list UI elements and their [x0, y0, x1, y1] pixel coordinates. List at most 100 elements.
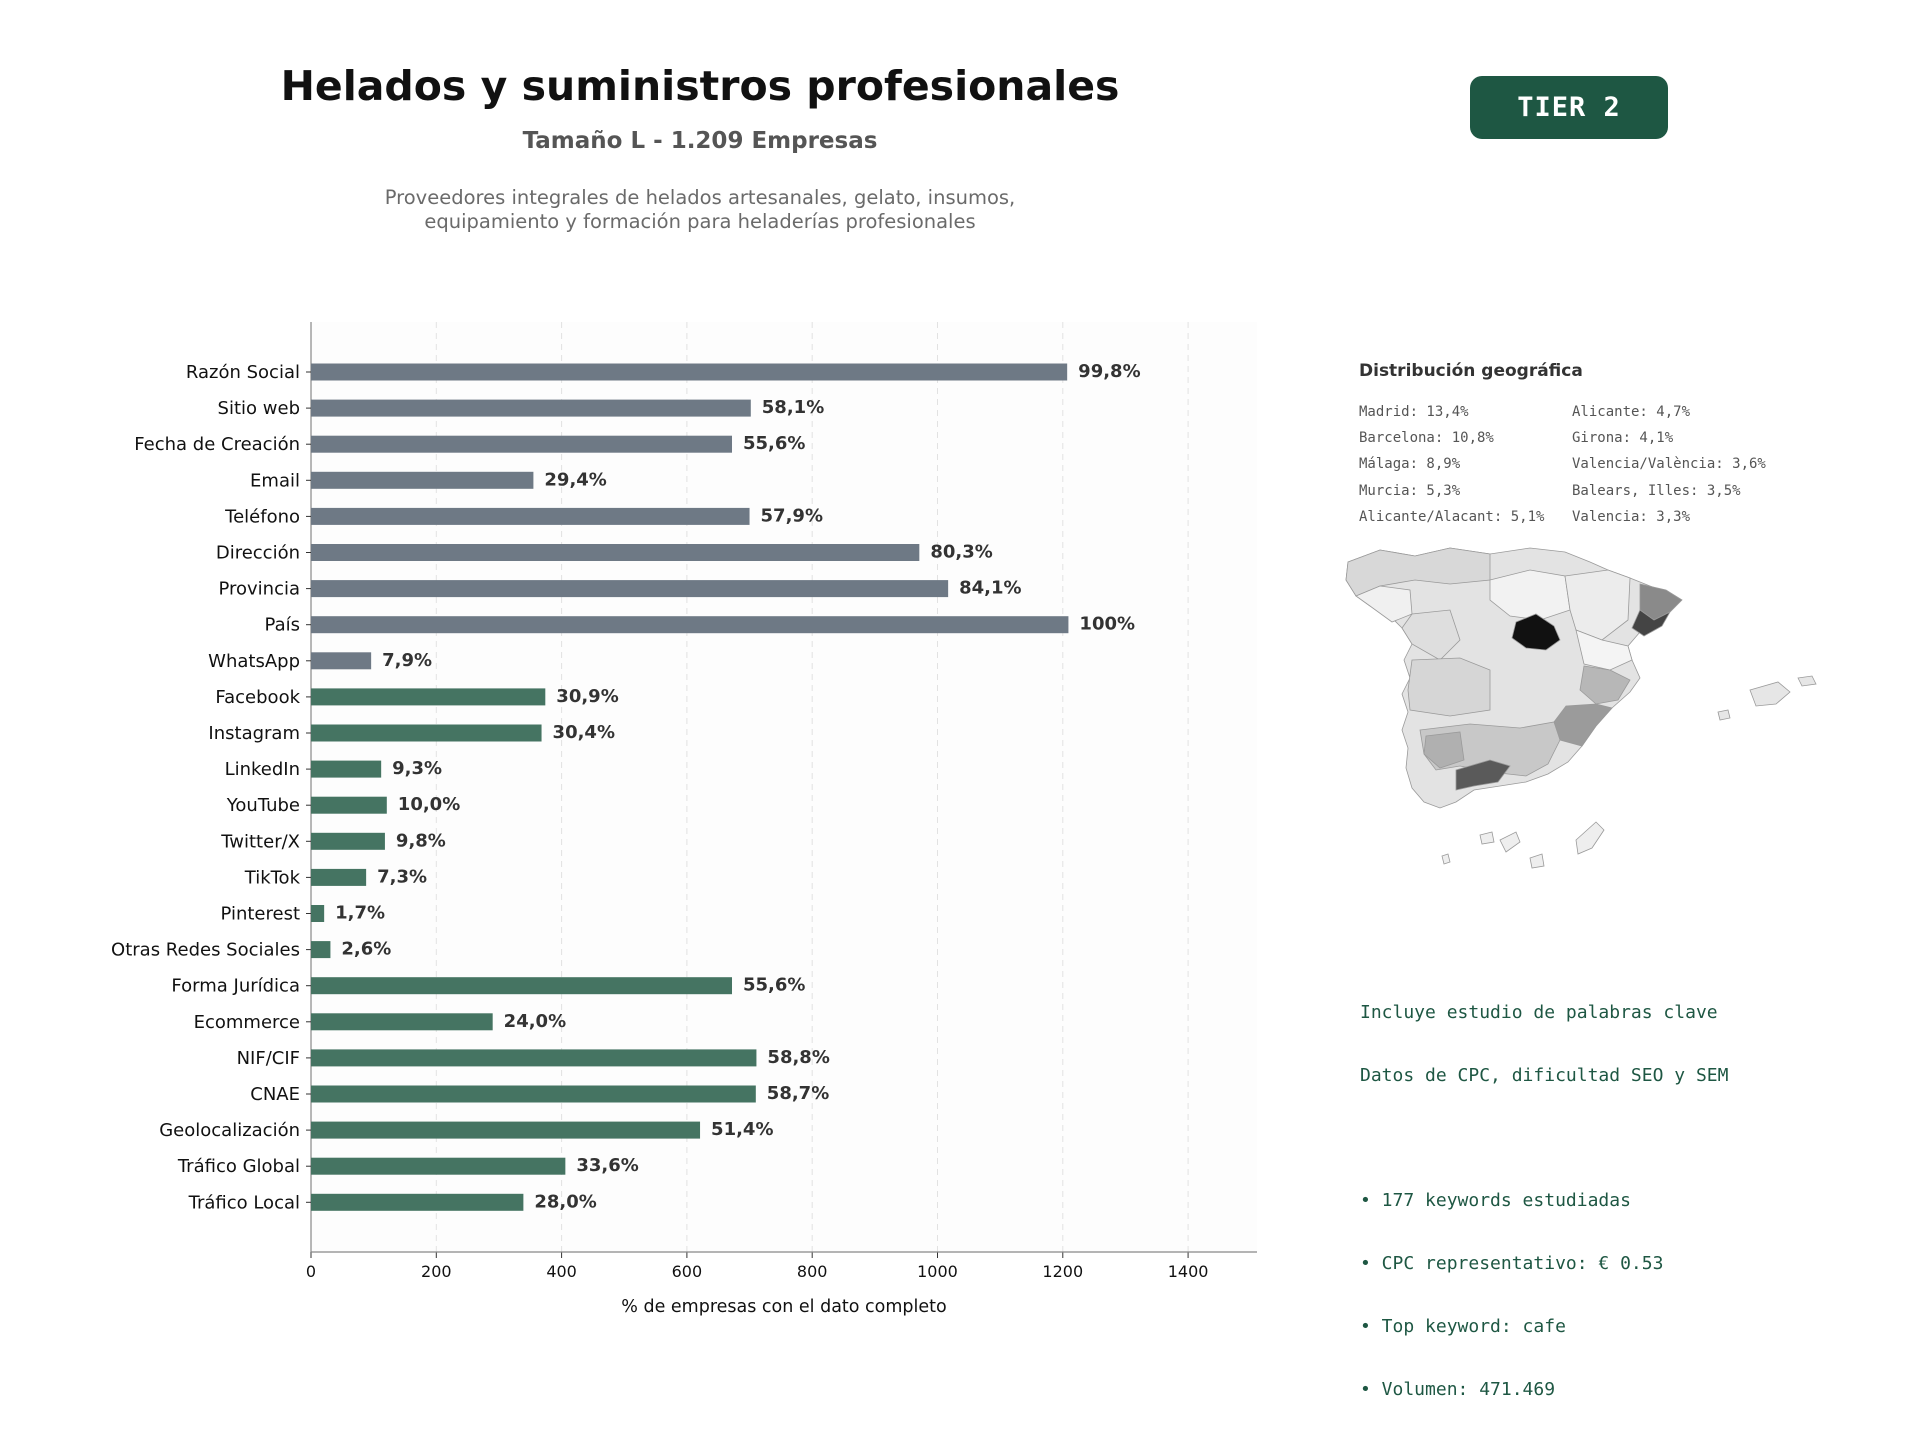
bar: [311, 977, 733, 995]
category-label: YouTube: [226, 795, 300, 816]
bar: [311, 760, 382, 778]
geo-list-col2: Alicante: 4,7% Girona: 4,1% Valencia/Val…: [1572, 399, 1766, 530]
category-label: Email: [250, 470, 300, 491]
description-line-1: Proveedores integrales de helados artesa…: [384, 186, 1016, 209]
data-label: 30,9%: [556, 686, 618, 707]
x-tick-label: 1200: [1042, 1262, 1083, 1281]
map-region: [1479, 831, 1495, 845]
data-label: 7,3%: [377, 866, 427, 887]
map-region: [1749, 681, 1791, 707]
map-region: [1489, 569, 1571, 621]
data-label: 7,9%: [382, 650, 432, 671]
map-region: [1511, 613, 1561, 651]
bar: [311, 507, 750, 525]
bar: [311, 580, 949, 598]
data-label: 58,7%: [767, 1083, 829, 1104]
category-label: Razón Social: [186, 362, 300, 383]
map-region: [1579, 665, 1631, 705]
keyword-bullet: • Volumen: 471.469: [1360, 1379, 1556, 1400]
bar: [311, 688, 546, 706]
keyword-bullet: • CPC representativo: € 0.53: [1360, 1253, 1664, 1274]
geo-item: Madrid: 13,4%: [1359, 404, 1469, 420]
category-label: Dirección: [216, 543, 300, 564]
map-region: [1797, 675, 1817, 687]
x-tick-label: 1000: [917, 1262, 958, 1281]
x-tick-label: 600: [672, 1262, 703, 1281]
category-label: Fecha de Creación: [134, 434, 300, 455]
geo-item: Alicante: 4,7%: [1572, 404, 1691, 420]
map-region: [1345, 547, 1491, 597]
map-region: [1423, 731, 1465, 769]
bar: [311, 435, 733, 453]
category-label: Sitio web: [218, 398, 300, 419]
category-label: Provincia: [218, 579, 300, 600]
geo-item: Valencia: 3,3%: [1572, 508, 1691, 525]
bar: [311, 1193, 524, 1211]
geo-item: Valencia/València: 3,6%: [1572, 456, 1766, 473]
category-label: Twitter/X: [220, 831, 300, 852]
page-description: Proveedores integrales de helados artesa…: [0, 186, 1400, 234]
bar: [311, 832, 385, 850]
geo-item: Girona: 4,1%: [1572, 430, 1674, 447]
x-tick-label: 1400: [1168, 1262, 1209, 1281]
data-label: 29,4%: [544, 469, 606, 490]
tier-badge: TIER 2: [1470, 76, 1668, 139]
category-label: Tráfico Local: [188, 1192, 300, 1213]
geo-item: Málaga: 8,9%: [1359, 456, 1461, 473]
data-label: 58,1%: [762, 397, 824, 418]
map-region: [1564, 569, 1631, 641]
bar: [311, 941, 331, 959]
map-region: [1441, 853, 1451, 865]
category-label: CNAE: [250, 1084, 300, 1105]
keyword-bullet: • Top keyword: cafe: [1360, 1316, 1566, 1337]
data-label: 30,4%: [553, 722, 615, 743]
data-label: 55,6%: [743, 975, 805, 996]
spain-choropleth-map: [1345, 547, 1817, 869]
bar: [311, 399, 751, 417]
map-region: [1407, 657, 1491, 717]
data-label: 1,7%: [335, 903, 385, 924]
bar-chart: 0 200 400 600 800 1000 1200 1400 Razón Social 99,…: [111, 322, 1257, 1317]
data-label: 10,0%: [398, 794, 460, 815]
x-tick-label: 800: [797, 1262, 828, 1281]
bar: [311, 1157, 566, 1175]
bar: [311, 868, 367, 886]
category-label: TikTok: [244, 867, 301, 888]
bar: [311, 652, 372, 670]
bar: [311, 1049, 757, 1067]
category-label: Otras Redes Sociales: [111, 940, 300, 961]
data-label: 33,6%: [576, 1155, 638, 1176]
data-label: 84,1%: [959, 578, 1021, 599]
geo-item: Balears, Illes: 3,5%: [1572, 482, 1741, 499]
bar: [311, 1013, 493, 1031]
bar: [311, 1121, 701, 1139]
map-region: [1717, 709, 1731, 721]
geo-item: Alicante/Alacant: 5,1%: [1359, 508, 1545, 525]
keywords-line-2: Datos de CPC, dificultad SEO y SEM: [1360, 1065, 1729, 1086]
category-label: LinkedIn: [225, 759, 300, 780]
map-region: [1575, 821, 1605, 855]
bar: [311, 363, 1068, 381]
description-line-2: equipamiento y formación para heladerías…: [424, 210, 976, 233]
category-label: Instagram: [208, 723, 300, 744]
keywords-line-1: Incluye estudio de palabras clave: [1360, 1002, 1718, 1023]
map-region: [1631, 609, 1672, 637]
x-axis-label: % de empresas con el dato completo: [621, 1297, 946, 1317]
geo-item: Murcia: 5,3%: [1359, 482, 1461, 499]
bar: [311, 905, 325, 922]
data-label: 80,3%: [930, 542, 992, 563]
data-label: 55,6%: [743, 433, 805, 454]
category-label: Geolocalización: [159, 1120, 300, 1141]
page-subtitle: Tamaño L - 1.209 Empresas: [522, 128, 878, 154]
bar: [311, 724, 542, 742]
geo-item: Barcelona: 10,8%: [1359, 430, 1494, 447]
category-label: WhatsApp: [208, 651, 300, 672]
data-label: 99,8%: [1078, 361, 1140, 382]
category-label: Pinterest: [220, 904, 300, 925]
geo-list-col1: Madrid: 13,4% Barcelona: 10,8% Málaga: 8…: [1359, 399, 1544, 530]
map-region: [1455, 759, 1511, 791]
data-label: 24,0%: [504, 1011, 566, 1032]
bar: [311, 471, 534, 489]
page-title: Helados y suministros profesionales: [280, 62, 1120, 110]
spacer: [1360, 1128, 1728, 1148]
